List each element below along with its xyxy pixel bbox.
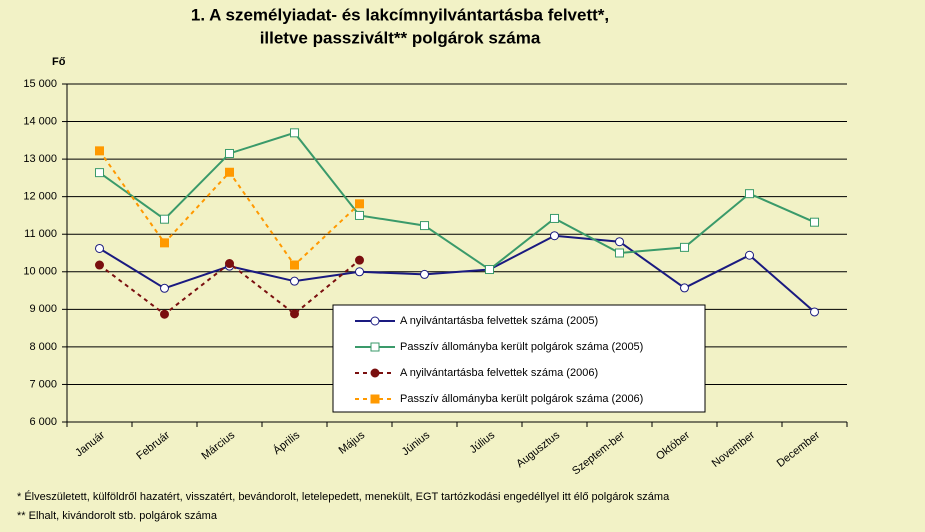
data-point — [615, 237, 624, 247]
data-point — [420, 221, 429, 231]
x-tick-label: Április — [271, 428, 303, 457]
data-point — [680, 242, 689, 252]
legend-marker — [370, 342, 380, 352]
y-tick-label: 7 000 — [29, 378, 57, 390]
data-point — [95, 146, 104, 156]
data-point — [160, 238, 169, 248]
data-point — [355, 267, 364, 277]
data-point — [290, 276, 299, 286]
data-point — [550, 213, 559, 223]
data-point — [225, 167, 234, 177]
data-point — [290, 260, 299, 270]
data-point — [160, 283, 169, 293]
data-point — [485, 265, 494, 275]
legend-marker — [370, 316, 380, 326]
footnote: ** Elhalt, kivándorolt stb. polgárok szá… — [17, 510, 218, 522]
series-line — [98, 234, 816, 313]
y-tick-label: 8 000 — [29, 341, 57, 353]
chart-title: 1. A személyiadat- és lakcímnyilvántartá… — [191, 5, 609, 24]
x-tick-label: Március — [199, 429, 237, 462]
data-point — [95, 168, 104, 178]
y-tick-label: 15 000 — [23, 78, 57, 90]
x-tick-label: Szeptem-ber — [570, 429, 627, 477]
data-point — [225, 148, 234, 158]
y-tick-label: 6 000 — [29, 416, 57, 428]
data-point — [95, 260, 104, 270]
x-tick-label: Június — [400, 429, 433, 458]
x-tick-label: Október — [654, 429, 692, 463]
data-point — [810, 307, 819, 317]
y-tick-label: 13 000 — [23, 153, 57, 165]
legend-label: Passzív állományba került polgárok száma… — [400, 393, 643, 405]
legend-label: A nyilvántartásba felvettek száma (2005) — [400, 315, 598, 327]
data-point — [290, 309, 299, 319]
data-point — [160, 214, 169, 224]
y-tick-label: 12 000 — [23, 191, 57, 203]
data-point — [225, 259, 234, 269]
data-point — [420, 269, 429, 279]
data-point — [745, 189, 754, 199]
legend-marker — [370, 368, 380, 378]
legend-label: A nyilvántartásba felvettek száma (2006) — [400, 367, 598, 379]
legend-label: Passzív állományba került polgárok száma… — [400, 341, 643, 353]
y-tick-label: 9 000 — [29, 303, 57, 315]
y-axis-label: Fő — [52, 56, 66, 68]
data-point — [680, 283, 689, 293]
y-tick-label: 11 000 — [24, 228, 57, 240]
data-point — [95, 243, 104, 253]
data-point — [160, 309, 169, 319]
legend: A nyilvántartásba felvettek száma (2005)… — [332, 304, 706, 413]
y-tick-label: 10 000 — [23, 266, 57, 278]
legend-box — [332, 304, 706, 413]
x-tick-label: Január — [73, 429, 107, 459]
data-point — [550, 231, 559, 241]
chart-title: illetve passzivált** polgárok száma — [260, 28, 541, 47]
data-point — [355, 199, 364, 209]
x-tick-label: Augusztus — [514, 429, 562, 470]
data-point — [355, 210, 364, 220]
x-tick-label: December — [775, 429, 823, 470]
x-tick-label: Május — [337, 429, 368, 457]
data-point — [290, 128, 299, 138]
y-tick-label: 14 000 — [23, 115, 57, 127]
footnote: * Élveszületett, külföldről hazatért, vi… — [17, 490, 670, 503]
x-tick-label: November — [710, 429, 758, 470]
data-point — [745, 250, 754, 260]
data-point — [355, 255, 364, 265]
x-tick-label: Július — [468, 429, 498, 456]
data-point — [615, 248, 624, 258]
x-tick-label: Február — [134, 429, 172, 462]
data-point — [810, 217, 819, 227]
legend-marker — [370, 394, 380, 404]
series-line — [98, 131, 815, 271]
